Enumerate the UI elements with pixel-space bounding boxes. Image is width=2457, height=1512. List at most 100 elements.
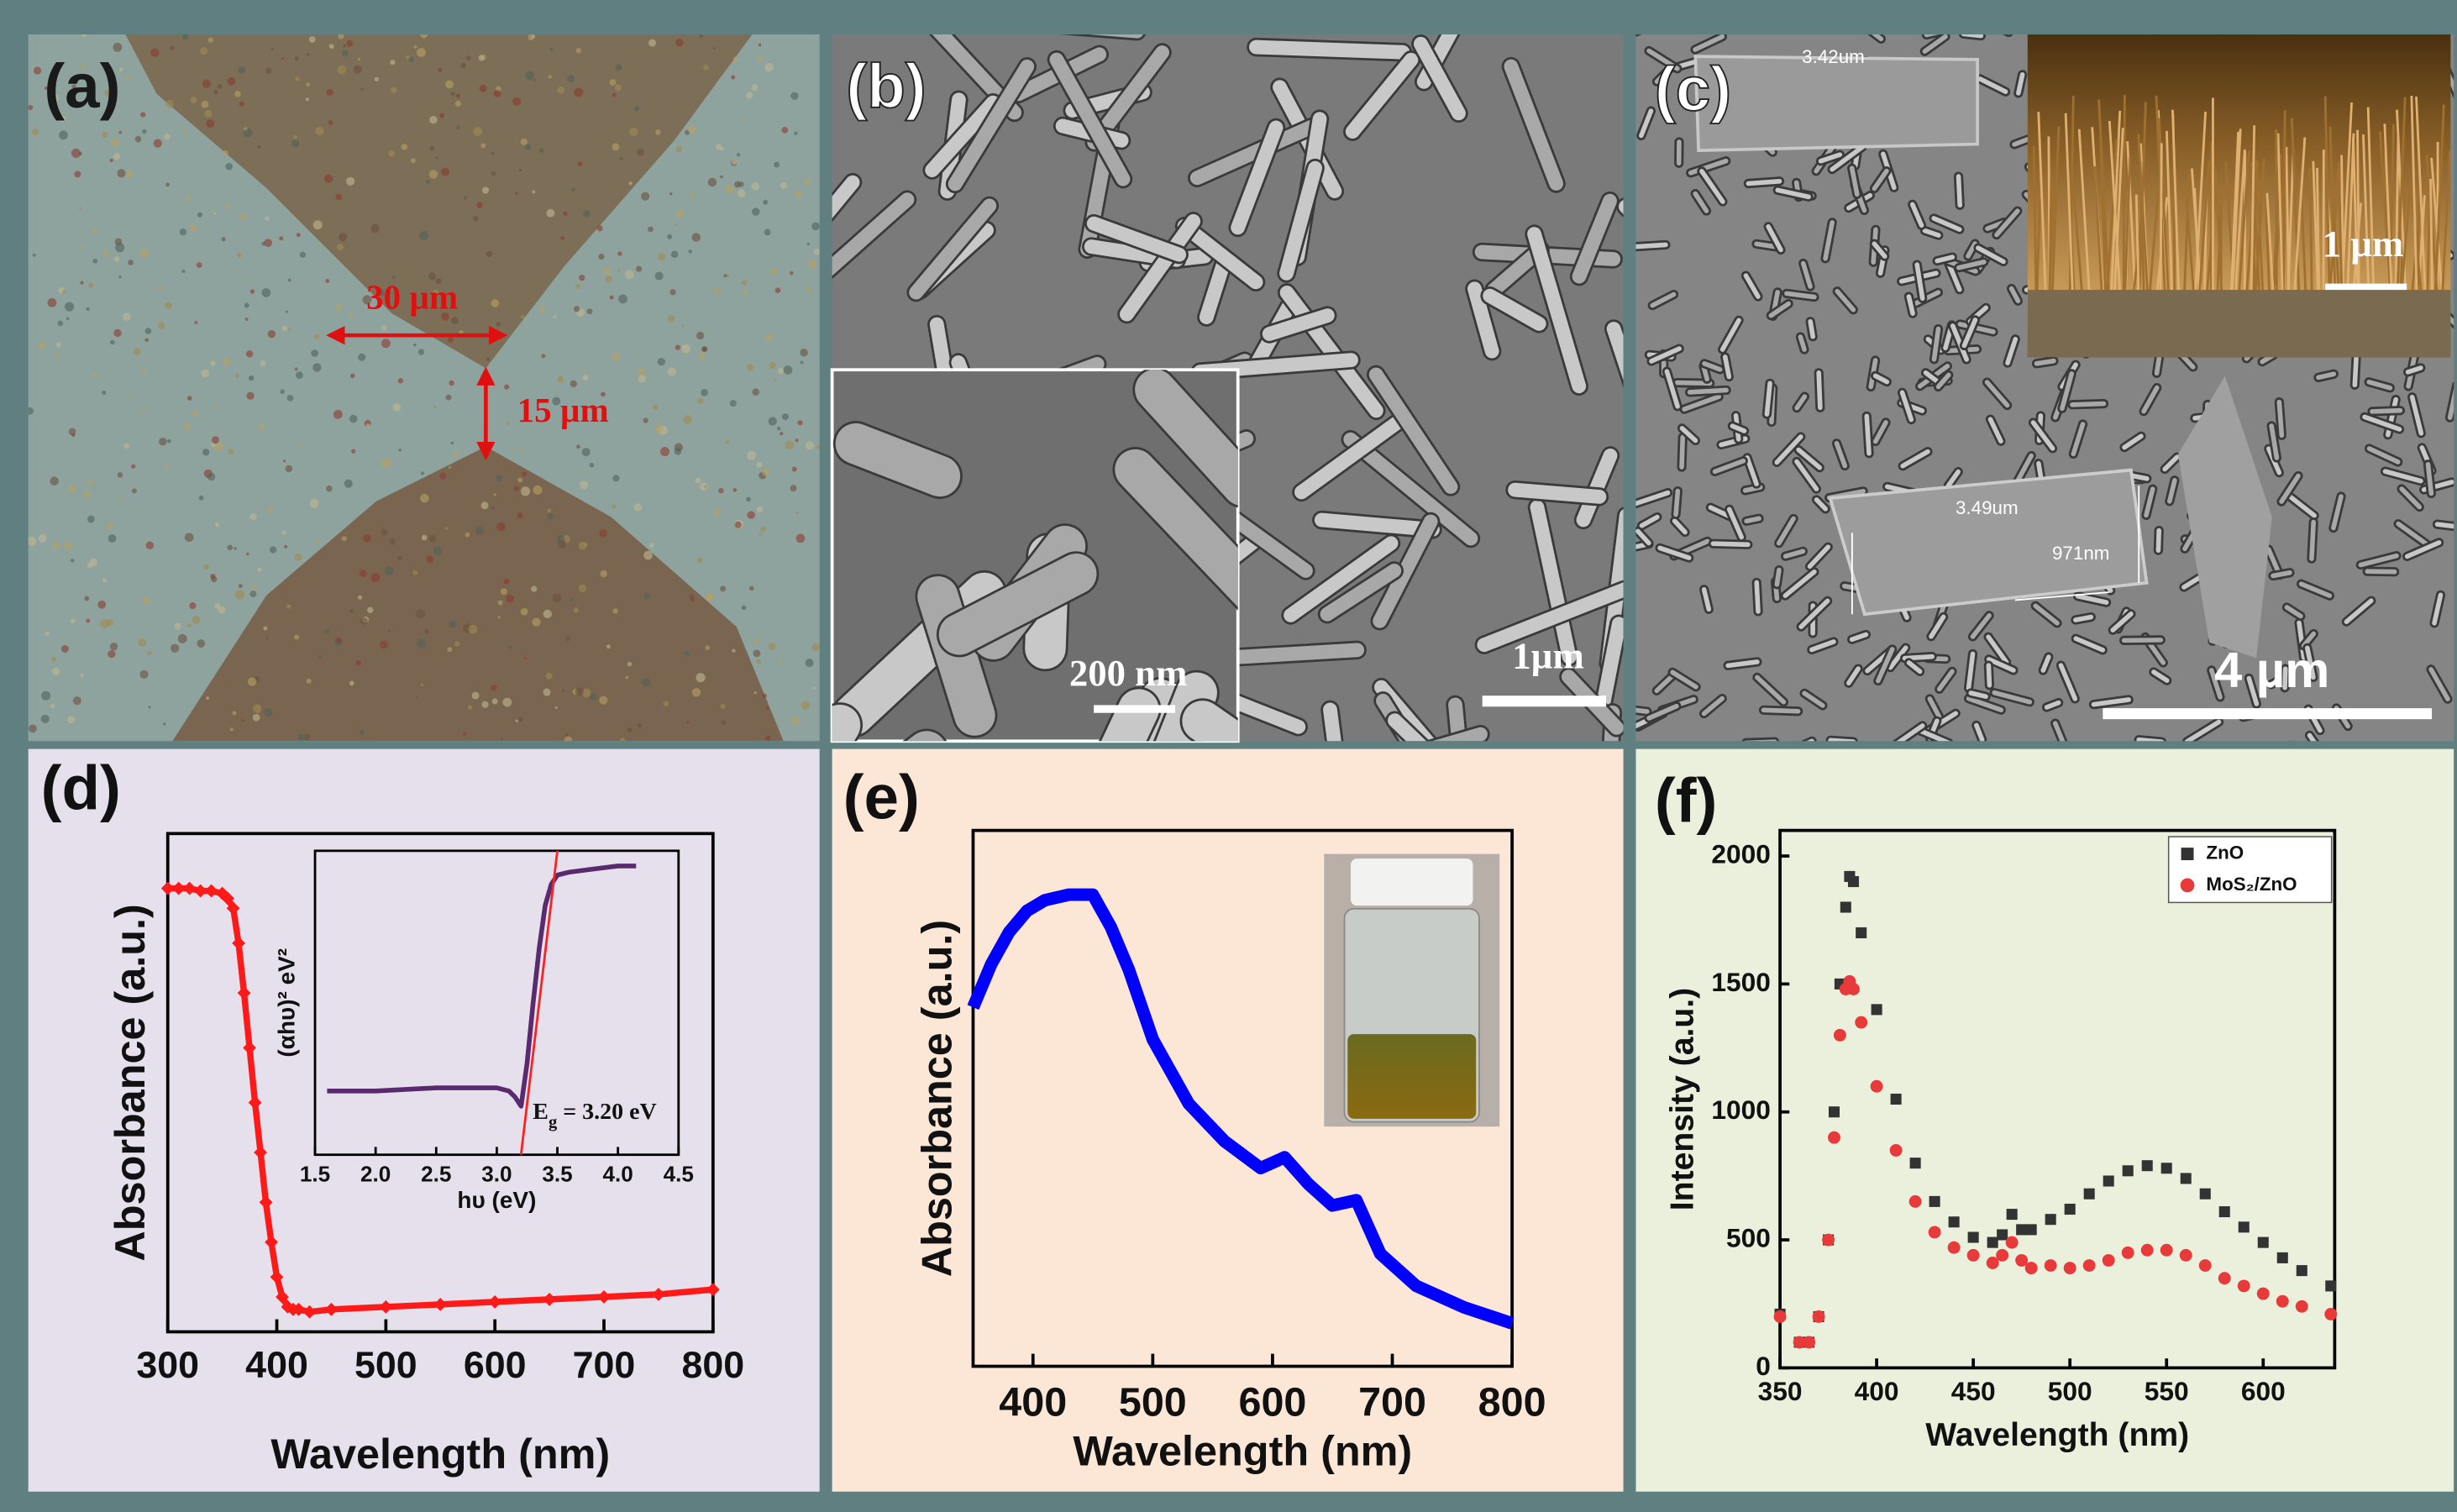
rod (2279, 402, 2281, 436)
speckle (582, 448, 591, 456)
speckle (280, 389, 284, 393)
rod (2318, 374, 2334, 377)
speckle (686, 722, 689, 724)
speckle (629, 128, 638, 136)
data-point (1856, 927, 1866, 938)
speckle (295, 76, 299, 81)
speckle (451, 317, 459, 324)
speckle (237, 253, 242, 258)
speckle (238, 66, 245, 74)
data-point (2239, 1221, 2250, 1232)
speckle (366, 423, 370, 428)
speckle (221, 237, 225, 241)
data-point (2065, 1204, 2076, 1215)
x-tick-label: 600 (2241, 1376, 2286, 1406)
speckle (643, 551, 653, 560)
speckle (381, 529, 388, 536)
speckle (780, 432, 783, 435)
speckle (227, 77, 235, 86)
speckle (50, 704, 55, 708)
speckle (142, 596, 150, 604)
speckle (725, 440, 729, 444)
data-point (1822, 1234, 1835, 1247)
speckle (781, 127, 788, 134)
speckle (742, 280, 747, 285)
speckle (451, 442, 454, 445)
x-tick-label: 500 (354, 1344, 417, 1386)
speckle (360, 570, 367, 577)
speckle (298, 443, 302, 446)
speckle (599, 696, 607, 705)
speckle (310, 499, 319, 508)
speckle (584, 543, 588, 547)
speckle (92, 373, 97, 377)
speckle (261, 242, 265, 246)
speckle (84, 596, 89, 601)
speckle (239, 101, 244, 106)
speckle (291, 139, 299, 147)
speckle (784, 365, 793, 375)
speckle (108, 650, 115, 658)
speckle (605, 276, 612, 283)
speckle (355, 660, 360, 665)
speckle (582, 375, 588, 381)
speckle (29, 724, 37, 732)
annotation-part: E (533, 1100, 549, 1126)
speckle (801, 701, 811, 710)
speckle (758, 57, 763, 62)
speckle (451, 92, 455, 96)
speckle (456, 93, 460, 97)
speckle (747, 511, 754, 518)
speckle (713, 47, 716, 50)
panel-label: (f) (1655, 764, 1718, 835)
y-tick-label: 1000 (1711, 1095, 1771, 1125)
speckle (797, 420, 802, 425)
speckle (103, 250, 109, 256)
speckle (253, 705, 261, 713)
speckle (140, 112, 145, 117)
scale-label: 1 µm (2323, 223, 2404, 265)
rod (1256, 47, 1403, 52)
speckle (524, 657, 527, 659)
speckle (262, 288, 271, 297)
speckle (547, 508, 551, 512)
speckle (746, 496, 751, 501)
data-point (1968, 1231, 1979, 1242)
speckle (281, 530, 286, 534)
speckle (629, 181, 633, 185)
data-point (1909, 1195, 1922, 1208)
speckle (766, 706, 769, 710)
data-point (2160, 1244, 2173, 1257)
speckle (796, 533, 806, 543)
speckle (223, 358, 230, 365)
speckle (600, 570, 606, 577)
rod (2372, 411, 2400, 412)
speckle (385, 566, 394, 575)
speckle (390, 538, 396, 544)
speckle (734, 181, 741, 188)
speckle (351, 449, 355, 454)
speckle (696, 332, 704, 339)
speckle (808, 260, 816, 269)
x-axis-label: Wavelength (nm) (1925, 1417, 2189, 1453)
speckle (641, 192, 649, 201)
speckle (268, 330, 276, 338)
speckle (696, 673, 705, 682)
speckle (370, 224, 380, 234)
speckle (501, 738, 504, 741)
speckle (413, 344, 417, 347)
speckle (494, 493, 496, 496)
rod (2158, 531, 2159, 551)
speckle (118, 131, 122, 134)
speckle (245, 592, 248, 595)
speckle (260, 424, 265, 430)
speckle (577, 161, 582, 166)
panel-label: (b) (846, 50, 926, 121)
speckle (507, 422, 510, 425)
speckle (381, 459, 391, 468)
speckle (264, 708, 272, 717)
speckle (197, 639, 205, 648)
data-point (1813, 1310, 1825, 1323)
speckle (363, 534, 370, 542)
speckle (316, 539, 319, 543)
